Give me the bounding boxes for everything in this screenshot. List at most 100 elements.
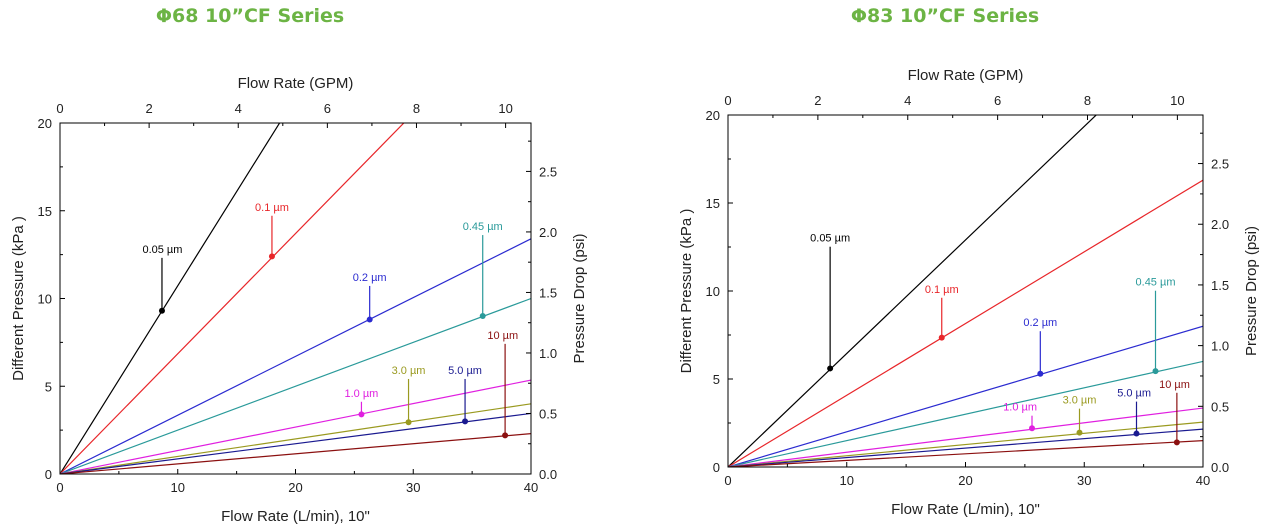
y-axis-title: Different Pressure (kPa )	[678, 209, 695, 374]
x-tick-label: 0	[56, 480, 63, 495]
x2-tick-label: 4	[904, 93, 911, 108]
series-line	[60, 123, 281, 474]
series-line	[60, 433, 531, 474]
series-line	[60, 403, 531, 474]
series-line	[728, 421, 1203, 467]
data-marker	[938, 334, 945, 341]
y2-tick-label: 2.5	[539, 164, 557, 179]
series-0-2--m: 0.2 µm	[60, 238, 531, 474]
x2-axis-title: Flow Rate (GPM)	[238, 75, 354, 92]
y-tick-label: 15	[706, 196, 720, 211]
data-marker	[462, 418, 469, 425]
series-line	[60, 123, 405, 474]
x2-tick-label: 4	[235, 101, 242, 116]
chart-0: 0.05 µm 0.1 µm 0.2 µm 0.45 µm 1.0 µm 3.0 µm 5.…	[10, 75, 588, 525]
series-label: 5.0 µm	[448, 365, 482, 377]
chart-title-phi68: Φ68 10”CF Series	[155, 5, 345, 27]
series-line	[60, 412, 531, 474]
series-label: 3.0 µm	[1063, 395, 1097, 407]
series-line	[728, 115, 1098, 467]
y-tick-label: 0	[45, 467, 52, 482]
x2-axis-title: Flow Rate (GPM)	[908, 67, 1024, 84]
data-marker	[158, 307, 165, 314]
x2-tick-label: 6	[324, 101, 331, 116]
y2-tick-label: 2.0	[1211, 217, 1229, 232]
x-axis-title: Flow Rate (L/min), 10"	[891, 501, 1040, 518]
y2-axis-title: Pressure Drop (psi)	[571, 233, 588, 363]
x-tick-label: 0	[724, 473, 731, 488]
x-tick-label: 40	[1196, 473, 1210, 488]
chart-title-phi83: Φ83 10”CF Series	[850, 5, 1040, 27]
y2-axis-title: Pressure Drop (psi)	[1243, 226, 1260, 356]
x-tick-label: 10	[840, 473, 854, 488]
series-label: 0.05 µm	[142, 244, 182, 256]
series-5-0--m: 5.0 µm	[60, 365, 531, 474]
series-label: 0.2 µm	[1023, 317, 1057, 329]
data-marker	[479, 313, 486, 320]
data-marker	[1037, 370, 1044, 377]
series-10--m: 10 µm	[728, 379, 1203, 467]
x2-tick-label: 8	[1084, 93, 1091, 108]
series-label: 1.0 µm	[1003, 402, 1037, 414]
series-0-45--m: 0.45 µm	[728, 277, 1203, 467]
y2-tick-label: 1.0	[539, 346, 557, 361]
y2-tick-label: 1.0	[1211, 339, 1229, 354]
x-axis-title: Flow Rate (L/min), 10"	[221, 508, 370, 525]
y2-tick-label: 1.5	[539, 285, 557, 300]
data-marker	[502, 432, 509, 439]
y2-tick-label: 2.5	[1211, 157, 1229, 172]
y-tick-label: 20	[706, 108, 720, 123]
series-label: 0.05 µm	[810, 233, 850, 245]
series-label: 10 µm	[1159, 379, 1190, 391]
y-tick-label: 0	[713, 460, 720, 475]
series-line	[60, 297, 531, 474]
data-marker	[1133, 430, 1140, 437]
series-line	[728, 428, 1203, 467]
y-tick-label: 10	[706, 284, 720, 299]
x2-tick-label: 0	[724, 93, 731, 108]
data-marker	[268, 253, 275, 260]
data-marker	[1152, 368, 1159, 375]
y2-tick-label: 0.0	[539, 467, 557, 482]
series-0-1--m: 0.1 µm	[728, 179, 1203, 467]
series-label: 0.1 µm	[925, 284, 959, 296]
series-0-45--m: 0.45 µm	[60, 221, 531, 474]
x-tick-label: 30	[1077, 473, 1091, 488]
series-3-0--m: 3.0 µm	[60, 365, 531, 474]
data-marker	[1173, 439, 1180, 446]
data-marker	[827, 365, 834, 372]
y-tick-label: 5	[713, 372, 720, 387]
series-line	[728, 440, 1203, 467]
series-0-1--m: 0.1 µm	[60, 123, 405, 474]
series-0-05--m: 0.05 µm	[728, 115, 1098, 467]
series-line	[60, 379, 531, 474]
series-0-2--m: 0.2 µm	[728, 317, 1203, 467]
series-label: 0.1 µm	[255, 202, 289, 214]
series-label: 3.0 µm	[392, 365, 426, 377]
plot-frame	[59, 122, 532, 475]
series-label: 0.45 µm	[463, 221, 503, 233]
x-tick-label: 10	[171, 480, 185, 495]
x-tick-label: 20	[958, 473, 972, 488]
series-line	[728, 325, 1203, 467]
series-label: 10 µm	[487, 330, 518, 342]
y2-tick-label: 0.5	[539, 406, 557, 421]
data-marker	[405, 419, 412, 426]
series-3-0--m: 3.0 µm	[728, 395, 1203, 467]
y2-tick-label: 2.0	[539, 225, 557, 240]
data-marker	[366, 316, 373, 323]
x2-tick-label: 2	[814, 93, 821, 108]
series-line	[728, 360, 1203, 467]
series-label: 0.2 µm	[353, 272, 387, 284]
y2-tick-label: 1.5	[1211, 278, 1229, 293]
y-tick-label: 5	[45, 379, 52, 394]
x-tick-label: 30	[406, 480, 420, 495]
series-1-0--m: 1.0 µm	[60, 379, 531, 474]
y-axis-title: Different Pressure (kPa )	[10, 216, 27, 381]
x2-tick-label: 10	[1170, 93, 1184, 108]
x-tick-label: 40	[524, 480, 538, 495]
y2-tick-label: 0.0	[1211, 460, 1229, 475]
series-5-0--m: 5.0 µm	[728, 388, 1203, 467]
series-1-0--m: 1.0 µm	[728, 402, 1203, 467]
